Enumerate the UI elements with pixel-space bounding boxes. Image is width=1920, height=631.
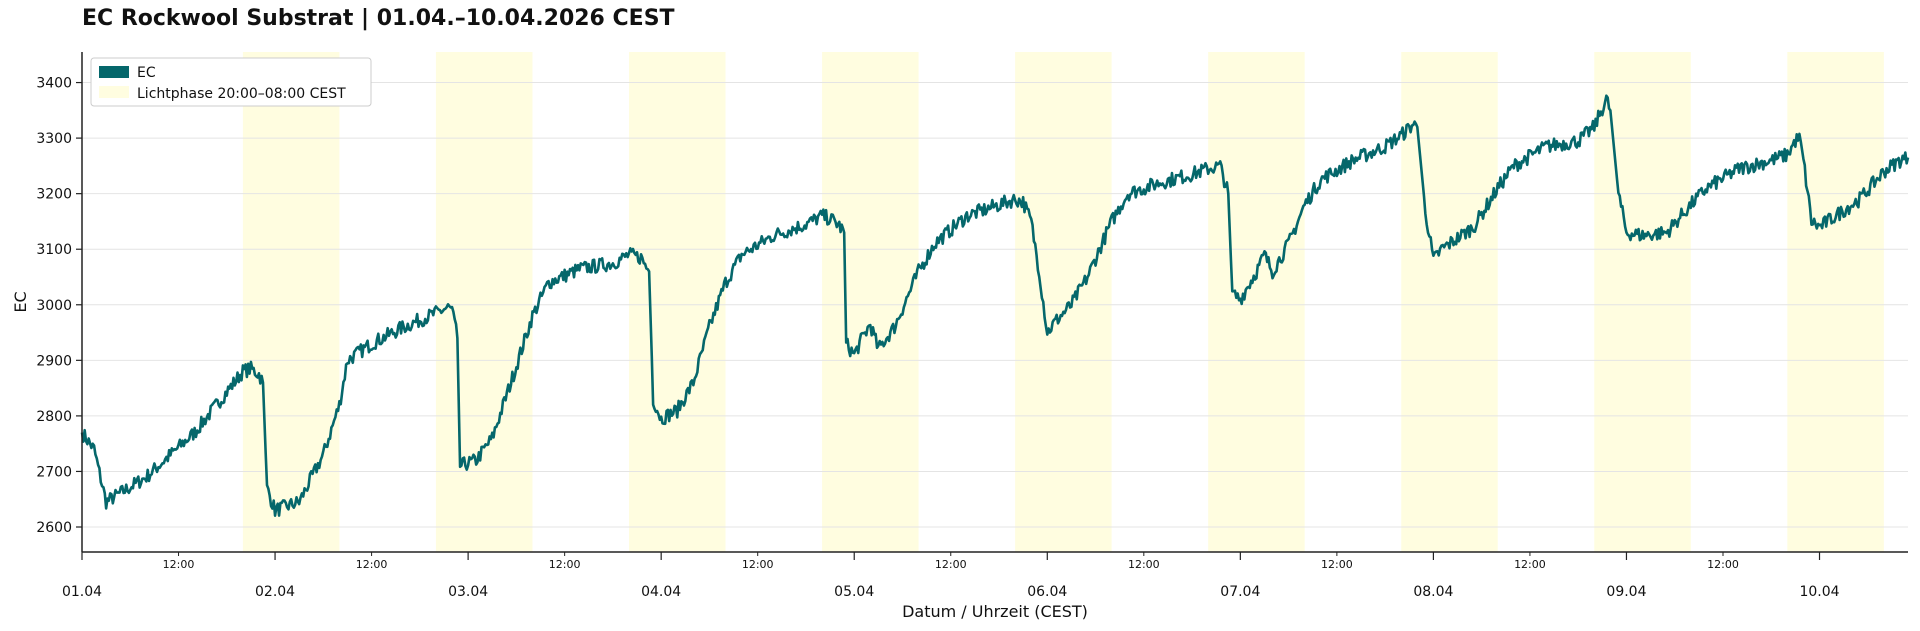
y-tick-label-3300: 3300 [36, 131, 72, 147]
x-major-tick-label-05.04: 05.04 [834, 584, 874, 600]
legend-label-ec: EC [137, 65, 156, 81]
legend-label-light-phase: Lichtphase 20:00–08:00 CEST [137, 86, 346, 102]
x-minor-tick-label-7: 12:00 [1514, 558, 1546, 571]
x-minor-tick-label-3: 12:00 [742, 558, 774, 571]
y-axis-label: EC [11, 291, 30, 312]
light-phase-band-7 [1594, 52, 1691, 552]
legend-box [90, 57, 372, 107]
x-major-tick-label-02.04: 02.04 [255, 584, 295, 600]
y-ticks: 2600 2700 2800 2900 3000 3100 3200 3300 3400 [36, 76, 82, 536]
x-major-tick-label-10.04: 10.04 [1799, 584, 1839, 600]
y-tick-label-2900: 2900 [36, 353, 72, 369]
light-phase-band-6 [1401, 52, 1498, 552]
x-minor-tick-label-6: 12:00 [1321, 558, 1353, 571]
y-tick-label-3100: 3100 [36, 242, 72, 258]
y-tick-label-2700: 2700 [36, 464, 72, 480]
light-phase-band-8 [1787, 52, 1884, 552]
axes [81, 52, 1908, 553]
x-ticks: 01.04 12:00 02.04 12:00 03.04 12:00 04.04 12:00… [62, 552, 1840, 600]
legend-swatch-ec [99, 66, 129, 78]
series-line-ec [80, 94, 1910, 517]
light-phase-band-2 [628, 52, 726, 552]
y-tick-label-3200: 3200 [36, 187, 72, 203]
x-minor-tick-label-0: 12:00 [163, 558, 195, 571]
x-major-tick-label-03.04: 03.04 [448, 584, 488, 600]
x-major-tick-label-06.04: 06.04 [1027, 584, 1067, 600]
horizontal-grid [82, 82, 1908, 528]
light-phase-band-1 [435, 52, 533, 552]
x-minor-tick-label-8: 12:00 [1707, 558, 1739, 571]
y-tick-label-2600: 2600 [36, 520, 72, 536]
x-minor-tick-label-4: 12:00 [935, 558, 967, 571]
legend-swatch-light-phase [99, 86, 129, 98]
light-phase-band-3 [822, 52, 919, 552]
legend: EC Lichtphase 20:00–08:00 CEST [90, 57, 372, 107]
light-phase-bands [242, 52, 1884, 552]
y-tick-label-3400: 3400 [36, 76, 72, 92]
chart-title: EC Rockwool Substrat | 01.04.–10.04.2026… [82, 6, 675, 31]
light-phase-band-4 [1015, 52, 1112, 552]
y-tick-label-3000: 3000 [36, 298, 72, 314]
x-major-tick-label-04.04: 04.04 [641, 584, 681, 600]
x-axis-label: Datum / Uhrzeit (CEST) [902, 602, 1088, 621]
x-minor-tick-label-5: 12:00 [1128, 558, 1160, 571]
x-major-tick-label-07.04: 07.04 [1220, 584, 1260, 600]
x-major-tick-label-08.04: 08.04 [1413, 584, 1453, 600]
x-major-tick-label-09.04: 09.04 [1606, 584, 1646, 600]
light-phase-band-0 [242, 52, 340, 552]
x-minor-tick-label-1: 12:00 [356, 558, 388, 571]
light-phase-band-5 [1208, 52, 1305, 552]
x-minor-tick-label-2: 12:00 [549, 558, 581, 571]
x-major-tick-label-01.04: 01.04 [62, 584, 102, 600]
y-tick-label-2800: 2800 [36, 409, 72, 425]
